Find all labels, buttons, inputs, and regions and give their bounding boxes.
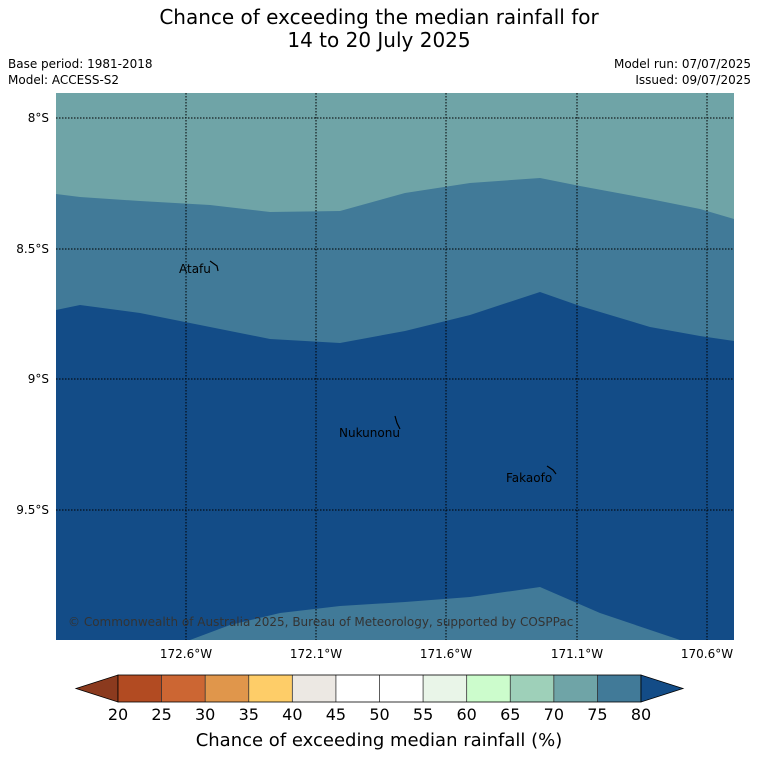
colorbar-tick-label: 25: [151, 705, 172, 724]
colorbar-tick-label: 55: [412, 705, 434, 724]
meta-right: Model run: 07/07/2025 Issued: 09/07/2025: [614, 56, 751, 88]
colorbar-tick-label: 50: [369, 705, 390, 724]
colorbar-tick-label: 65: [500, 705, 521, 724]
colorbar-tick-label: 60: [456, 705, 477, 724]
model-name: Model: ACCESS-S2: [8, 73, 120, 87]
colorbar-under-arrow: [74, 674, 119, 703]
colorbar-label: Chance of exceeding median rainfall (%): [195, 730, 563, 751]
model-run: Model run: 07/07/2025: [613, 57, 751, 71]
title-line-2: 14 to 20 July 2025: [287, 28, 471, 52]
lon-label: 171.1°W: [550, 647, 604, 661]
issued-date: Issued: 09/07/2025: [635, 73, 751, 87]
colorbar-bin: [118, 675, 162, 702]
lat-label: 8°S: [27, 111, 49, 125]
zone-lower-edge: [190, 587, 680, 640]
meta-left: Base period: 1981-2018 Model: ACCESS-S2: [8, 56, 153, 88]
colorbar-bin: [466, 675, 511, 702]
colorbar-bin: [597, 675, 641, 702]
colorbar-tick-label: 40: [282, 705, 303, 724]
atoll-outlines: [209, 260, 557, 475]
colorbar-bin: [423, 675, 467, 702]
title-line-1: Chance of exceeding the median rainfall …: [159, 5, 599, 29]
colorbar-bin: [205, 675, 249, 702]
lon-label: 171.6°W: [419, 647, 473, 661]
colorbar-bin: [335, 675, 380, 702]
atoll-nukunonu: [394, 415, 401, 430]
place-nukunonu: Nukunonu: [339, 426, 400, 440]
atoll-fakaofo: [546, 465, 557, 475]
place-atafu: Atafu: [179, 262, 211, 276]
colorbar-tick-label: 45: [325, 705, 347, 724]
lon-label: 172.6°W: [159, 647, 213, 661]
colorbar-tick-label: 35: [238, 705, 259, 724]
zone-lower: [56, 292, 734, 640]
colorbar-tick-label: 20: [107, 705, 129, 724]
lon-label: 172.1°W: [289, 647, 343, 661]
lon-label: 170.6°W: [680, 647, 734, 661]
atoll-atafu: [209, 260, 219, 272]
colorbar-bin: [510, 675, 554, 702]
colorbar-bin: [161, 675, 206, 702]
colorbar-tick-label: 80: [630, 705, 652, 724]
colorbar-bin: [292, 675, 336, 702]
place-fakaofo: Fakaofo: [506, 471, 552, 485]
colorbar-over-arrow: [640, 674, 685, 703]
lat-label: 9.5°S: [16, 503, 49, 517]
colorbar-tick-label: 30: [194, 705, 216, 724]
lat-label: 9°S: [27, 372, 49, 386]
copyright-text: © Commonwealth of Australia 2025, Bureau…: [68, 615, 573, 629]
base-period: Base period: 1981-2018: [8, 57, 153, 71]
colorbar: [74, 674, 685, 703]
colorbar-bin: [379, 675, 424, 702]
lat-label: 8.5°S: [16, 242, 49, 256]
colorbar-bin: [553, 675, 598, 702]
colorbar-bin: [248, 675, 293, 702]
colorbar-tick-label: 70: [543, 705, 565, 724]
graticule: [56, 93, 734, 640]
colorbar-tick-label: 75: [587, 705, 608, 724]
